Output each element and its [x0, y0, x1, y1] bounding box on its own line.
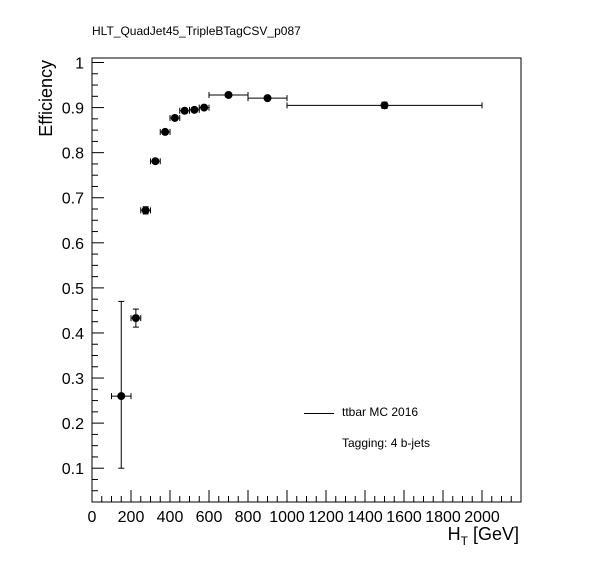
- data-marker: [380, 101, 389, 110]
- x-tick-label: 1400: [347, 509, 383, 526]
- x-tick-label: 200: [118, 509, 145, 526]
- data-point: [169, 113, 181, 122]
- legend-line-marker: [304, 413, 334, 414]
- data-marker: [190, 105, 199, 114]
- data-point: [208, 90, 249, 99]
- x-tick-label: 0: [88, 509, 97, 526]
- y-tick-label: 0.3: [62, 371, 84, 388]
- data-marker: [141, 206, 150, 215]
- data-point: [159, 127, 171, 136]
- data-marker: [224, 90, 233, 99]
- chart-title: HLT_QuadJet45_TripleBTagCSV_p087: [92, 24, 301, 38]
- data-point: [140, 206, 151, 215]
- y-axis-label: Efficiency: [36, 60, 56, 137]
- data-marker: [117, 392, 126, 401]
- legend-label: ttbar MC 2016: [342, 405, 419, 419]
- data-marker: [161, 127, 170, 136]
- y-tick-label: 0.2: [62, 416, 84, 433]
- x-axis-label: HT [GeV]: [448, 524, 519, 548]
- data-marker: [180, 106, 189, 115]
- data-marker: [170, 113, 179, 122]
- tagging-note: Tagging: 4 b-jets: [342, 436, 431, 450]
- data-marker: [151, 157, 160, 166]
- y-tick-label: 0.5: [62, 281, 84, 298]
- data-point: [130, 308, 142, 328]
- legend: ttbar MC 2016 Tagging: 4 b-jets: [304, 402, 444, 462]
- x-tick-label: 600: [196, 509, 223, 526]
- x-tick-label: 400: [157, 509, 184, 526]
- data-point: [150, 157, 161, 166]
- data-point: [179, 106, 190, 115]
- data-marker: [263, 94, 272, 103]
- x-axis-label-subscript: T: [461, 534, 469, 548]
- y-tick-label: 0.1: [62, 461, 84, 478]
- data-marker: [200, 103, 209, 112]
- x-tick-label: 800: [235, 509, 262, 526]
- x-tick-label: 1800: [425, 509, 461, 526]
- y-tick-label: 0.6: [62, 236, 84, 253]
- y-tick-label: 0.7: [62, 191, 84, 208]
- x-tick-label: 1600: [386, 509, 422, 526]
- data-point: [198, 103, 210, 112]
- data-point: [189, 105, 200, 114]
- y-tick-label: 1: [75, 56, 84, 73]
- data-point: [111, 300, 132, 469]
- x-axis-label-main: H: [448, 524, 461, 544]
- data-point: [286, 101, 483, 110]
- x-tick-label: 1000: [269, 509, 305, 526]
- y-tick-label: 0.4: [62, 326, 84, 343]
- data-marker: [131, 314, 140, 323]
- x-tick-label: 1200: [308, 509, 344, 526]
- x-tick-label: 2000: [464, 509, 500, 526]
- y-tick-label: 0.8: [62, 146, 84, 163]
- y-tick-label: 0.9: [62, 101, 84, 118]
- x-axis-label-unit: [GeV]: [473, 524, 519, 544]
- data-point: [247, 94, 288, 103]
